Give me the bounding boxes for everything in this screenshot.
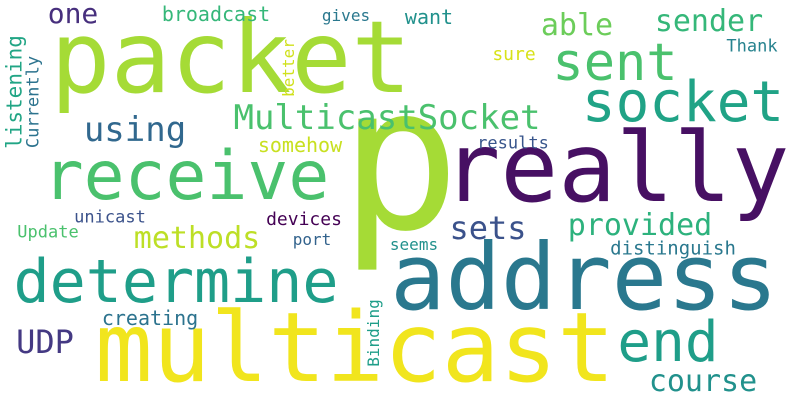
word-port: port (293, 232, 332, 248)
word-gives: gives (322, 8, 370, 24)
word-thank: Thank (726, 39, 777, 56)
word-creating: creating (102, 308, 198, 328)
word-sender: sender (655, 7, 763, 37)
word-distinguish: distinguish (610, 240, 736, 259)
word-udp: UDP (16, 326, 74, 358)
word-better: better (281, 39, 297, 97)
word-sure: sure (492, 46, 535, 64)
word-multicastsocket: MulticastSocket (233, 101, 540, 135)
word-course: course (649, 367, 757, 397)
word-sets: sets (449, 212, 526, 244)
word-update: Update (17, 225, 78, 242)
word-end: end (617, 315, 718, 371)
word-sent: sent (552, 37, 677, 89)
word-devices: devices (266, 211, 342, 229)
word-want: want (405, 7, 453, 27)
word-broadcast: broadcast (162, 4, 270, 24)
word-seems: seems (390, 237, 438, 253)
word-somehow: somehow (258, 135, 342, 155)
word-able: able (541, 11, 613, 41)
word-results: results (477, 136, 549, 153)
word-binding: Binding (366, 299, 382, 366)
word-one: one (48, 0, 99, 28)
word-unicast: unicast (74, 210, 146, 227)
word-currently: Currently (26, 56, 43, 148)
word-provided: provided (568, 211, 713, 241)
word-methods: methods (134, 224, 260, 254)
word-listening: listening (5, 35, 26, 149)
word-determine: determine (13, 252, 338, 312)
word-using: using (84, 113, 186, 147)
